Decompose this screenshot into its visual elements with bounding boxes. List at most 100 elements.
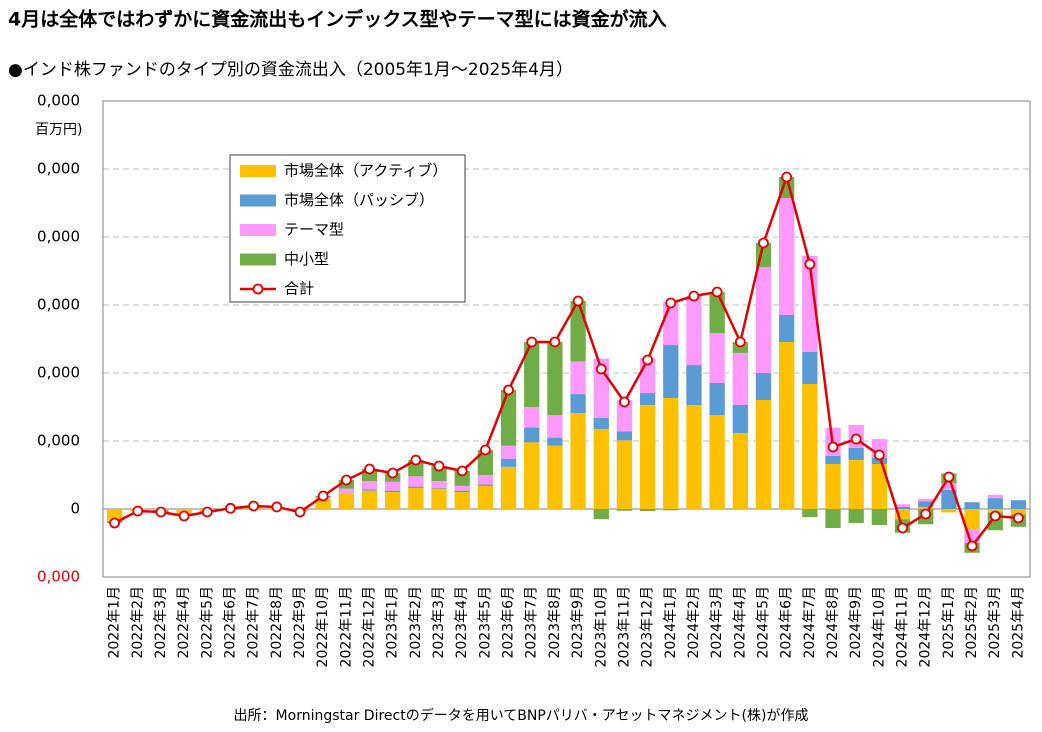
x-tick-label: 2024年9月 <box>848 586 864 659</box>
bar-segment <box>755 373 772 400</box>
bar-segment <box>639 405 656 509</box>
bar-segment <box>663 345 679 399</box>
bar-segment <box>663 398 679 509</box>
bar-segment <box>408 487 424 509</box>
x-tick-label: 2023年4月 <box>454 586 470 659</box>
bar-segment <box>918 506 934 509</box>
bar-segment <box>454 490 470 492</box>
x-tick-label: 2023年11月 <box>616 586 632 667</box>
x-tick-label: 2023年7月 <box>524 586 540 659</box>
total-marker <box>433 460 445 472</box>
x-tick-label: 2025年2月 <box>964 586 980 659</box>
bar-segment <box>570 300 586 362</box>
total-marker <box>850 433 862 445</box>
total-marker <box>526 336 538 348</box>
x-tick-label: 2024年5月 <box>755 586 771 659</box>
bar-segment <box>686 296 702 366</box>
bar-segment <box>871 509 888 525</box>
bar-segment <box>570 361 586 395</box>
total-marker <box>549 336 561 348</box>
bar-segment <box>1010 509 1027 515</box>
total-marker <box>665 297 677 309</box>
chart-title: 4月は全体ではわずかに資金流出もインデックス型やテーマ型には資金が流入 <box>8 8 667 31</box>
legend-label: 市場全体（アクティブ） <box>284 162 447 180</box>
bar-segment <box>361 481 378 490</box>
bar-segment <box>431 488 447 509</box>
bar-segment <box>547 445 563 509</box>
x-tick-label: 2022年10月 <box>315 586 331 667</box>
total-marker <box>781 171 793 183</box>
x-tick-label: 2022年6月 <box>222 586 238 659</box>
bar-segment <box>616 400 633 432</box>
total-marker <box>271 501 283 513</box>
x-tick-label: 2022年12月 <box>362 586 378 667</box>
y-tick-label: 0,000 <box>37 364 80 382</box>
bar-segment <box>802 255 818 352</box>
bar-segment <box>570 413 586 509</box>
x-tick-label: 2022年9月 <box>292 586 308 659</box>
bar-segment <box>941 509 957 513</box>
bar-segment <box>454 485 470 491</box>
bar-segment <box>686 405 702 509</box>
total-marker <box>410 454 422 466</box>
bar-segment <box>709 382 725 416</box>
bar-segment <box>732 404 748 433</box>
bar-segment <box>338 493 354 509</box>
x-tick-label: 2024年12月 <box>918 586 934 667</box>
bar-segment <box>918 501 934 507</box>
bar-segment <box>477 484 494 486</box>
bar-segment <box>408 486 424 488</box>
bar-segment <box>825 509 841 529</box>
bar-segment <box>547 341 563 416</box>
x-tick-label: 2023年10月 <box>593 586 609 667</box>
x-tick-label: 2024年3月 <box>709 586 725 659</box>
bar-segment <box>894 509 911 520</box>
bar-segment <box>825 455 841 464</box>
total-marker <box>804 258 816 270</box>
y-tick-label: 0 <box>70 500 80 518</box>
bar-segment <box>732 432 748 509</box>
bar-segment <box>477 449 494 475</box>
bar-segment <box>686 365 702 406</box>
bar-segment <box>338 488 354 494</box>
bar-segment <box>454 492 470 509</box>
bar-segment <box>848 459 864 509</box>
bar-segment <box>500 390 517 446</box>
x-tick-label: 2023年12月 <box>640 586 656 667</box>
bar-segment <box>732 341 748 353</box>
bar-segment <box>524 442 540 509</box>
bar-segment <box>524 427 540 443</box>
chart-subtitle: ●インド株ファンドのタイプ別の資金流出入（2005年1月～2025年4月） <box>8 60 573 80</box>
total-line <box>114 172 1019 549</box>
bar-segment <box>755 266 772 373</box>
bar-segment <box>385 481 401 491</box>
total-marker <box>387 467 399 479</box>
total-marker <box>364 463 375 475</box>
bar-segment <box>500 445 517 459</box>
total-marker <box>503 384 514 396</box>
y-tick-label: 0,000 <box>37 568 80 586</box>
x-tick-label: 2023年1月 <box>385 586 401 659</box>
legend-label: テーマ型 <box>284 221 344 239</box>
bar-segment <box>477 475 494 485</box>
x-tick-label: 2022年8月 <box>269 586 285 659</box>
x-tick-label: 2024年8月 <box>825 586 841 659</box>
bar-segment <box>871 458 888 464</box>
total-marker <box>619 396 630 408</box>
bar-segment <box>500 458 517 467</box>
bar-segment <box>709 333 725 383</box>
total-marker <box>317 490 329 502</box>
bar-segment <box>779 341 795 509</box>
bar-segment <box>639 393 656 406</box>
x-tick-label: 2023年5月 <box>477 586 493 659</box>
total-marker <box>456 465 468 477</box>
bar-segment <box>408 476 424 487</box>
total-marker <box>109 517 120 529</box>
bar-segment <box>755 399 772 509</box>
total-marker <box>294 506 306 518</box>
total-marker <box>711 286 723 298</box>
bar-segment <box>408 460 424 477</box>
x-tick-label: 2022年4月 <box>176 586 192 659</box>
x-tick-label: 2024年10月 <box>871 586 887 667</box>
